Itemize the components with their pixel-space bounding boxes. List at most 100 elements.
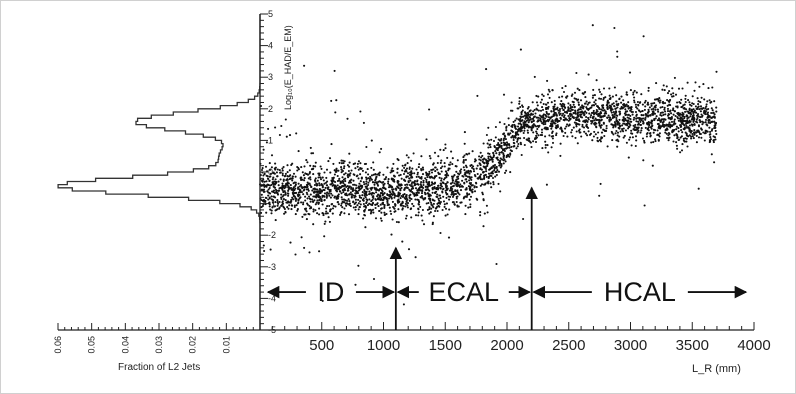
scatter-point — [413, 181, 416, 184]
scatter-point — [413, 179, 417, 183]
scatter-point — [703, 98, 706, 101]
scatter-point — [337, 188, 340, 191]
scatter-point — [612, 126, 615, 129]
scatter-point — [464, 204, 467, 207]
scatter-point — [354, 198, 357, 201]
scatter-point — [321, 195, 324, 199]
scatter-point — [374, 198, 377, 201]
scatter-point — [714, 122, 717, 125]
scatter-point — [603, 134, 606, 138]
scatter-point — [575, 116, 578, 119]
scatter-point — [352, 187, 355, 190]
scatter-point — [383, 192, 386, 195]
scatter-point — [462, 159, 465, 162]
scatter-point — [562, 90, 566, 94]
scatter-point — [490, 171, 493, 174]
scatter-point — [460, 185, 463, 188]
scatter-point — [352, 179, 355, 182]
scatter-point — [423, 197, 426, 200]
scatter-point — [684, 120, 687, 123]
scatter-point — [650, 108, 653, 111]
scatter-ticks: 500 1000 1500 2000 2500 3000 3500 4000-5-4-3-2-… — [260, 9, 771, 354]
scatter-point — [409, 179, 412, 182]
scatter-point — [575, 123, 578, 126]
scatter-point — [342, 198, 346, 201]
scatter-point — [587, 130, 590, 133]
scatter-point — [529, 116, 532, 119]
scatter-point — [483, 177, 486, 180]
scatter-point — [526, 131, 530, 134]
y-tick-label: -3 — [268, 262, 276, 272]
scatter-point — [466, 192, 469, 195]
scatter-point — [517, 122, 520, 125]
scatter-point — [434, 166, 437, 169]
scatter-point — [402, 303, 405, 306]
scatter-point — [284, 118, 287, 121]
scatter-point — [663, 102, 667, 105]
scatter-point — [455, 178, 458, 181]
scatter-point — [594, 102, 597, 106]
region-label: ID — [317, 277, 344, 307]
scatter-point — [348, 192, 351, 196]
scatter-point — [310, 168, 313, 171]
scatter-point — [526, 124, 530, 127]
scatter-point — [586, 120, 589, 123]
scatter-point — [416, 171, 419, 174]
scatter-point — [567, 114, 570, 118]
scatter-point — [590, 114, 593, 117]
scatter-point — [542, 102, 545, 106]
scatter-point — [511, 134, 514, 137]
scatter-point — [401, 208, 404, 211]
scatter-point — [344, 177, 347, 180]
scatter-point — [494, 175, 497, 178]
scatter-point — [358, 194, 361, 197]
scatter-point — [285, 135, 288, 138]
scatter-point — [287, 185, 290, 188]
scatter-point — [337, 169, 340, 172]
scatter-point — [678, 101, 681, 104]
scatter-point — [604, 129, 607, 132]
scatter-point — [514, 132, 517, 135]
scatter-point — [436, 209, 439, 213]
scatter-point — [558, 96, 561, 99]
scatter-point — [291, 196, 294, 199]
scatter-point — [367, 177, 370, 180]
scatter-point — [469, 205, 472, 209]
scatter-point — [497, 182, 500, 185]
scatter-point — [440, 177, 443, 180]
scatter-point — [567, 106, 570, 109]
scatter-point — [669, 118, 672, 121]
scatter-point — [262, 174, 265, 177]
scatter-point — [354, 283, 357, 286]
scatter-point — [277, 180, 280, 183]
scatter-point — [294, 253, 297, 256]
scatter-point — [559, 112, 562, 115]
scatter-point — [333, 186, 336, 189]
scatter-point — [271, 206, 274, 209]
scatter-point — [377, 172, 380, 175]
scatter-point — [687, 111, 690, 115]
scatter-point — [628, 138, 631, 141]
scatter-point — [331, 178, 334, 181]
scatter-point — [559, 102, 562, 106]
scatter-point — [510, 129, 513, 132]
scatter-point — [624, 108, 627, 111]
scatter-point — [669, 126, 672, 129]
scatter-point — [342, 191, 345, 194]
scatter-point — [602, 114, 605, 117]
scatter-point — [598, 139, 601, 142]
scatter-point — [406, 206, 409, 209]
scatter-point — [340, 166, 343, 169]
scatter-point — [312, 208, 315, 211]
scatter-point — [690, 118, 693, 121]
scatter-point — [696, 97, 699, 100]
scatter-point — [262, 178, 265, 181]
scatter-point — [555, 113, 558, 116]
scatter-point — [700, 107, 703, 110]
scatter-point — [379, 207, 383, 210]
scatter-point — [274, 126, 277, 129]
scatter-point — [273, 186, 276, 189]
scatter-point — [617, 121, 620, 124]
scatter-point — [270, 209, 273, 212]
scatter-point — [694, 81, 697, 84]
